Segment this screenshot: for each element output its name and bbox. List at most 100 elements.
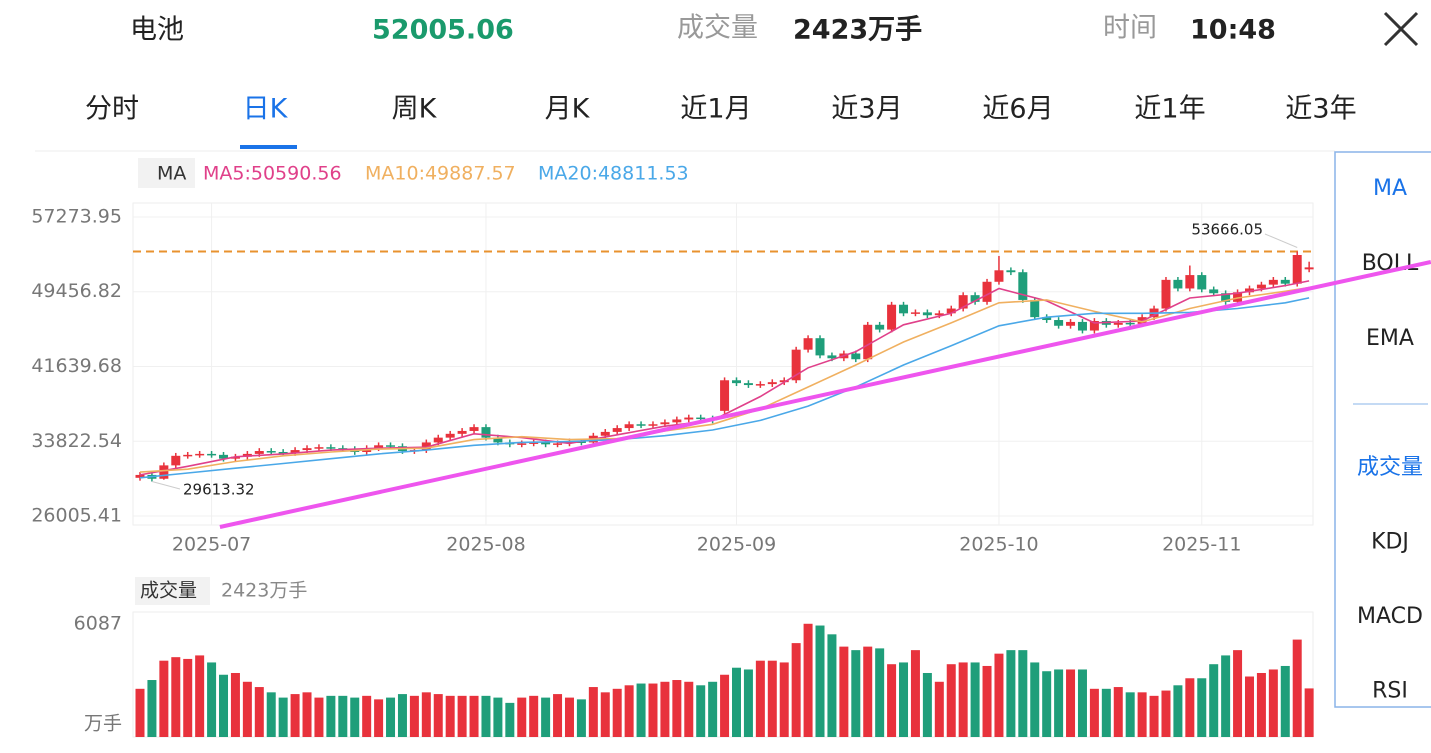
candle-body xyxy=(696,417,706,420)
candle-body xyxy=(755,384,765,386)
candle-body xyxy=(433,437,443,443)
volume-bar xyxy=(743,669,753,737)
tab[interactable]: 近3月 xyxy=(831,94,902,125)
tab[interactable]: 近1年 xyxy=(1134,94,1205,125)
candle-body xyxy=(934,313,944,316)
volume-bar xyxy=(1042,671,1052,737)
volume-bar xyxy=(910,650,920,737)
volume-bar xyxy=(541,697,551,737)
volume-bar xyxy=(386,697,396,737)
legend-box xyxy=(138,158,195,188)
volume-bar xyxy=(266,692,276,737)
tab[interactable]: 近1月 xyxy=(680,94,751,125)
x-tick-label: 2025-11 xyxy=(1162,534,1241,556)
candle-body xyxy=(779,380,789,383)
volume-bar xyxy=(970,662,980,737)
volume-bar xyxy=(302,692,312,737)
volume-bar xyxy=(469,695,479,737)
candle-body xyxy=(254,451,264,454)
menu-item[interactable]: KDJ xyxy=(1371,530,1409,555)
candle-body xyxy=(1244,288,1254,293)
candle-body xyxy=(529,442,539,444)
tab[interactable]: 近3年 xyxy=(1285,94,1356,125)
volume-bar xyxy=(242,681,252,737)
volume-bar xyxy=(636,683,646,737)
candle-body xyxy=(183,454,193,457)
trendline xyxy=(219,260,1431,529)
candle-body xyxy=(672,419,682,423)
volume-bar xyxy=(147,680,157,737)
volume-bar xyxy=(1089,688,1099,737)
volume-bar xyxy=(1304,688,1314,737)
close-button[interactable] xyxy=(1383,11,1419,47)
menu-item[interactable]: MACD xyxy=(1357,604,1423,629)
volume-bar xyxy=(588,687,598,737)
candle-body xyxy=(386,445,396,447)
volume-bar xyxy=(171,657,181,737)
candle-body xyxy=(1125,322,1135,325)
volume-bar xyxy=(1221,655,1231,737)
candle-body xyxy=(1185,275,1195,289)
annotation-leader xyxy=(1264,233,1298,248)
menu-item[interactable]: 成交量 xyxy=(1357,455,1423,480)
volume-bar xyxy=(887,664,897,737)
candle-body xyxy=(815,338,825,356)
volume-label: 成交量 xyxy=(677,13,758,44)
tab[interactable]: 日K xyxy=(243,94,289,125)
volume-bar xyxy=(779,662,789,737)
stock-name: 电池 xyxy=(130,15,184,46)
tab[interactable]: 周K xyxy=(392,94,438,125)
candle-body xyxy=(541,442,551,445)
volume-bar xyxy=(922,672,932,737)
volume-bar xyxy=(576,699,586,737)
candle-body xyxy=(1233,292,1243,302)
tab[interactable]: 月K xyxy=(545,94,591,125)
candle-body xyxy=(875,324,885,330)
y-tick-label: 6087 xyxy=(74,613,122,635)
volume-bar xyxy=(1018,650,1028,737)
candle-body xyxy=(1066,321,1076,326)
volume-bar xyxy=(684,681,694,737)
tab[interactable]: 近6月 xyxy=(982,94,1053,125)
y-tick-label: 33822.54 xyxy=(31,430,122,452)
volume-bar xyxy=(863,646,873,737)
volume-bar xyxy=(1066,669,1076,737)
candle-body xyxy=(1292,255,1302,284)
volume-bar xyxy=(672,680,682,737)
candle-body xyxy=(1209,289,1219,294)
candle-body xyxy=(1030,299,1040,318)
volume-bar xyxy=(421,692,431,737)
ma-line xyxy=(139,280,1310,476)
volume-bar xyxy=(493,697,503,737)
annotation-leader xyxy=(151,481,181,490)
candle-body xyxy=(982,281,992,302)
candle-body xyxy=(1268,279,1278,285)
plot-frame xyxy=(132,202,1314,526)
volume-bar xyxy=(481,695,491,737)
candle-body xyxy=(946,308,956,314)
volume-bar xyxy=(278,697,288,737)
x-tick-label: 2025-09 xyxy=(697,534,776,556)
volume-bar xyxy=(994,653,1004,737)
volume-bar xyxy=(445,695,455,737)
volume-bar xyxy=(183,658,193,737)
candle-body xyxy=(171,455,181,466)
volume-bar xyxy=(648,683,658,737)
menu-item[interactable]: EMA xyxy=(1366,326,1414,351)
candle-body xyxy=(290,450,300,453)
volume-bar xyxy=(827,634,837,737)
volume-bar xyxy=(612,688,622,737)
volume-bar xyxy=(1292,639,1302,737)
volume-bar xyxy=(374,699,384,737)
candle-body xyxy=(612,428,622,432)
tab[interactable]: 分时 xyxy=(85,94,139,125)
candle-body xyxy=(457,430,467,434)
volume-bar xyxy=(457,695,467,737)
menu-item[interactable]: MA xyxy=(1373,176,1407,201)
candle-body xyxy=(958,295,968,309)
menu-item[interactable]: RSI xyxy=(1372,679,1408,704)
volume-bar xyxy=(553,694,563,737)
volume-bar xyxy=(1268,669,1278,737)
volume-bar xyxy=(815,625,825,737)
volume-bar xyxy=(732,667,741,737)
